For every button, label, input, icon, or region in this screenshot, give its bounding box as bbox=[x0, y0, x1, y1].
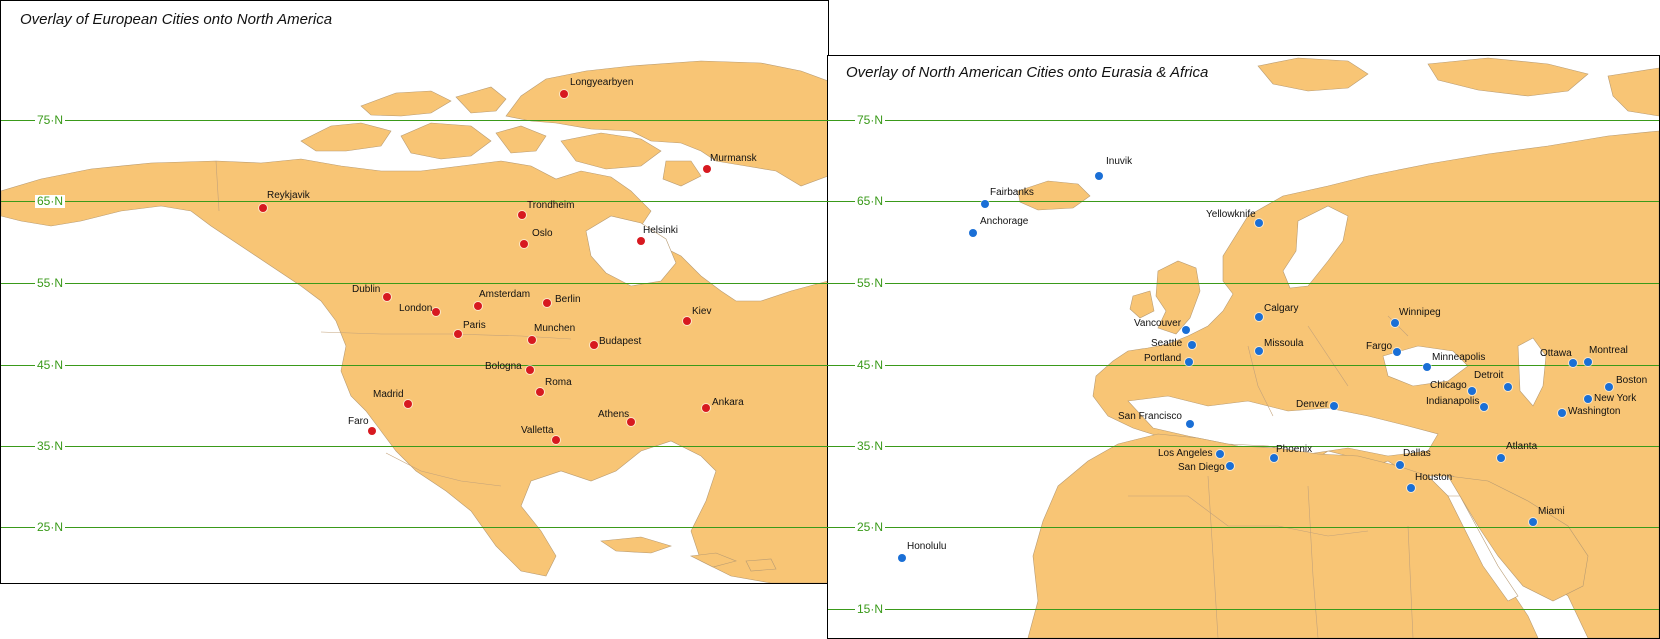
latitude-label: 65·N bbox=[855, 194, 886, 208]
map-panel-north-america: Overlay of European Cities onto North Am… bbox=[0, 0, 829, 584]
latitude-line bbox=[828, 283, 1659, 284]
latitude-line bbox=[828, 527, 1659, 528]
latitude-line bbox=[1, 365, 828, 366]
latitude-line bbox=[1, 527, 828, 528]
latitude-line bbox=[828, 609, 1659, 610]
latitude-label: 15·N bbox=[855, 602, 886, 616]
map-title: Overlay of North American Cities onto Eu… bbox=[846, 64, 1209, 81]
latitude-label: 55·N bbox=[855, 276, 886, 290]
latitude-line bbox=[828, 365, 1659, 366]
latitude-line bbox=[1, 201, 828, 202]
latitude-label: 65·N bbox=[35, 194, 66, 208]
latitude-label: 45·N bbox=[855, 358, 886, 372]
latitude-label: 45·N bbox=[35, 358, 66, 372]
latitude-line bbox=[1, 120, 828, 121]
latitude-line bbox=[828, 201, 1659, 202]
latitude-label: 35·N bbox=[35, 439, 66, 453]
latitude-line bbox=[828, 120, 1659, 121]
eurasia-africa-landmass bbox=[1017, 57, 1659, 638]
map-panel-eurasia-africa: Overlay of North American Cities onto Eu… bbox=[827, 55, 1660, 639]
north-america-landmass bbox=[1, 60, 828, 583]
map-title: Overlay of European Cities onto North Am… bbox=[20, 11, 333, 28]
latitude-line bbox=[828, 446, 1659, 447]
latitude-label: 75·N bbox=[35, 113, 66, 127]
latitude-line bbox=[1, 283, 828, 284]
latitude-label: 75·N bbox=[855, 113, 886, 127]
latitude-line bbox=[1, 446, 828, 447]
latitude-label: 35·N bbox=[855, 439, 886, 453]
latitude-label: 25·N bbox=[855, 520, 886, 534]
latitude-label: 55·N bbox=[35, 276, 66, 290]
latitude-label: 25·N bbox=[35, 520, 66, 534]
